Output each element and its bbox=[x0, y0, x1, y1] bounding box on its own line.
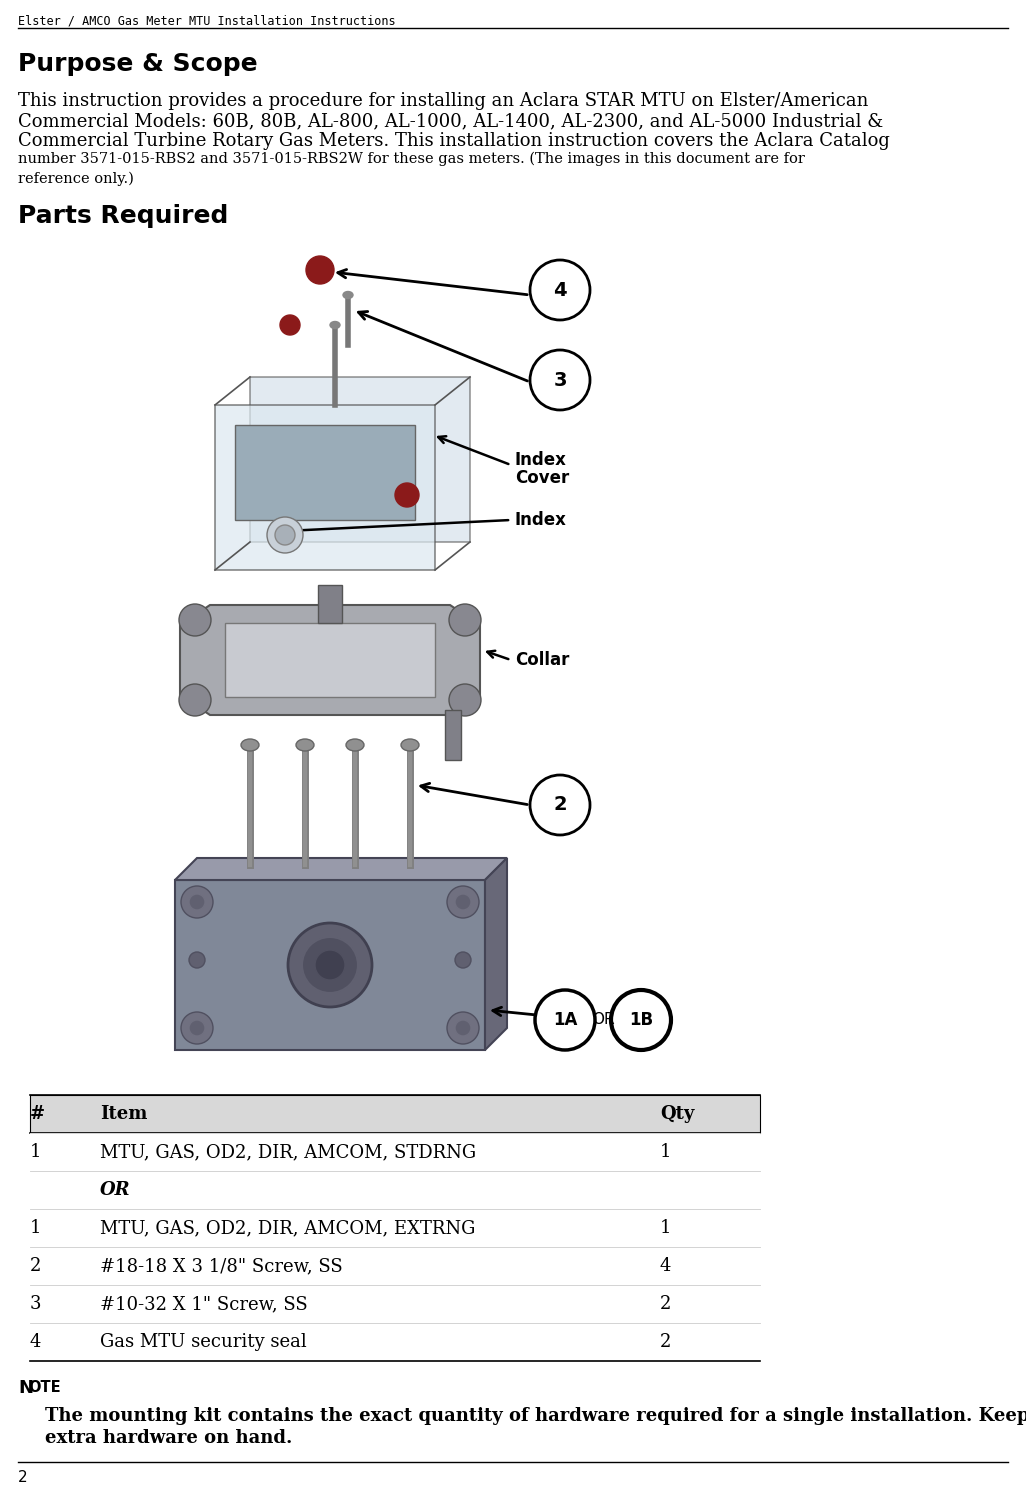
Text: 2: 2 bbox=[30, 1256, 41, 1274]
Bar bbox=[30, 1208, 760, 1247]
Text: Cover: Cover bbox=[515, 468, 569, 486]
Text: Gas MTU security seal: Gas MTU security seal bbox=[100, 1333, 307, 1351]
Text: Item: Item bbox=[100, 1105, 148, 1123]
Text: 3: 3 bbox=[553, 371, 566, 389]
Text: 1A: 1A bbox=[553, 1012, 578, 1030]
Circle shape bbox=[302, 937, 358, 994]
Text: OR: OR bbox=[592, 1013, 615, 1028]
Text: 2: 2 bbox=[660, 1333, 671, 1351]
Circle shape bbox=[189, 895, 205, 910]
Text: 2: 2 bbox=[553, 796, 566, 815]
Circle shape bbox=[189, 952, 205, 968]
Text: 2: 2 bbox=[18, 1469, 28, 1484]
Circle shape bbox=[275, 525, 295, 545]
Text: extra hardware on hand.: extra hardware on hand. bbox=[45, 1429, 292, 1447]
Text: Index: Index bbox=[515, 510, 567, 528]
Ellipse shape bbox=[330, 321, 340, 329]
Polygon shape bbox=[225, 623, 435, 696]
Polygon shape bbox=[250, 377, 470, 542]
Text: OTE: OTE bbox=[28, 1379, 61, 1394]
Ellipse shape bbox=[295, 738, 314, 750]
Text: This instruction provides a procedure for installing an Aclara STAR MTU on Elste: This instruction provides a procedure fo… bbox=[18, 92, 868, 110]
Ellipse shape bbox=[401, 738, 419, 750]
Circle shape bbox=[280, 315, 300, 335]
Bar bbox=[30, 1322, 760, 1361]
Text: 1: 1 bbox=[660, 1219, 671, 1237]
Circle shape bbox=[611, 991, 671, 1051]
Circle shape bbox=[449, 603, 481, 636]
Text: 1B: 1B bbox=[629, 1012, 654, 1030]
Circle shape bbox=[267, 516, 303, 552]
Text: 4: 4 bbox=[553, 281, 566, 300]
Ellipse shape bbox=[346, 738, 364, 750]
Text: Parts Required: Parts Required bbox=[18, 204, 229, 228]
Text: 4: 4 bbox=[660, 1256, 671, 1274]
Polygon shape bbox=[175, 880, 485, 1051]
Ellipse shape bbox=[343, 291, 353, 299]
Bar bbox=[318, 585, 342, 623]
Polygon shape bbox=[180, 605, 480, 714]
Text: 4: 4 bbox=[30, 1333, 41, 1351]
Text: 1: 1 bbox=[660, 1142, 671, 1160]
Polygon shape bbox=[175, 859, 507, 880]
Circle shape bbox=[181, 886, 213, 919]
Ellipse shape bbox=[241, 738, 259, 750]
Circle shape bbox=[189, 1021, 205, 1036]
Circle shape bbox=[447, 886, 479, 919]
Text: #18-18 X 3 1/8" Screw, SS: #18-18 X 3 1/8" Screw, SS bbox=[100, 1256, 343, 1274]
Text: Collar: Collar bbox=[515, 651, 569, 669]
Circle shape bbox=[306, 257, 334, 284]
Text: reference only.): reference only.) bbox=[18, 173, 133, 186]
Circle shape bbox=[179, 603, 211, 636]
Bar bbox=[30, 1247, 760, 1285]
Circle shape bbox=[455, 895, 471, 910]
Circle shape bbox=[449, 684, 481, 716]
Text: MTU, GAS, OD2, DIR, AMCOM, STDRNG: MTU, GAS, OD2, DIR, AMCOM, STDRNG bbox=[100, 1142, 476, 1160]
Polygon shape bbox=[485, 859, 507, 1051]
Bar bbox=[30, 1096, 760, 1133]
Text: Commercial Models: 60B, 80B, AL-800, AL-1000, AL-1400, AL-2300, and AL-5000 Indu: Commercial Models: 60B, 80B, AL-800, AL-… bbox=[18, 113, 883, 131]
Circle shape bbox=[395, 483, 419, 507]
Polygon shape bbox=[235, 425, 415, 519]
Text: 2: 2 bbox=[660, 1295, 671, 1313]
Circle shape bbox=[447, 1012, 479, 1045]
Circle shape bbox=[455, 1021, 471, 1036]
Text: Elster / AMCO Gas Meter MTU Installation Instructions: Elster / AMCO Gas Meter MTU Installation… bbox=[18, 14, 396, 27]
Text: #10-32 X 1" Screw, SS: #10-32 X 1" Screw, SS bbox=[100, 1295, 308, 1313]
Bar bbox=[30, 1285, 760, 1322]
Text: 1: 1 bbox=[30, 1142, 41, 1160]
Text: N: N bbox=[18, 1379, 33, 1397]
Circle shape bbox=[315, 950, 345, 980]
Circle shape bbox=[535, 991, 595, 1051]
Circle shape bbox=[288, 923, 372, 1007]
Text: The mounting kit contains the exact quantity of hardware required for a single i: The mounting kit contains the exact quan… bbox=[45, 1406, 1026, 1424]
Polygon shape bbox=[215, 405, 435, 570]
Text: 1: 1 bbox=[30, 1219, 41, 1237]
Text: Index: Index bbox=[515, 450, 567, 468]
Circle shape bbox=[455, 952, 471, 968]
Text: Qty: Qty bbox=[660, 1105, 695, 1123]
Text: Commercial Turbine Rotary Gas Meters. This installation instruction covers the A: Commercial Turbine Rotary Gas Meters. Th… bbox=[18, 132, 890, 150]
Text: OR: OR bbox=[100, 1181, 130, 1199]
Text: number 3571-015-RBS2 and 3571-015-RBS2W for these gas meters. (The images in thi: number 3571-015-RBS2 and 3571-015-RBS2W … bbox=[18, 152, 804, 167]
Bar bbox=[30, 1133, 760, 1171]
Text: Purpose & Scope: Purpose & Scope bbox=[18, 53, 258, 77]
Text: MTU, GAS, OD2, DIR, AMCOM, EXTRNG: MTU, GAS, OD2, DIR, AMCOM, EXTRNG bbox=[100, 1219, 475, 1237]
Text: 3: 3 bbox=[30, 1295, 41, 1313]
Bar bbox=[30, 1171, 760, 1208]
Bar bbox=[445, 710, 461, 760]
Circle shape bbox=[179, 684, 211, 716]
Text: #: # bbox=[30, 1105, 45, 1123]
Circle shape bbox=[181, 1012, 213, 1045]
